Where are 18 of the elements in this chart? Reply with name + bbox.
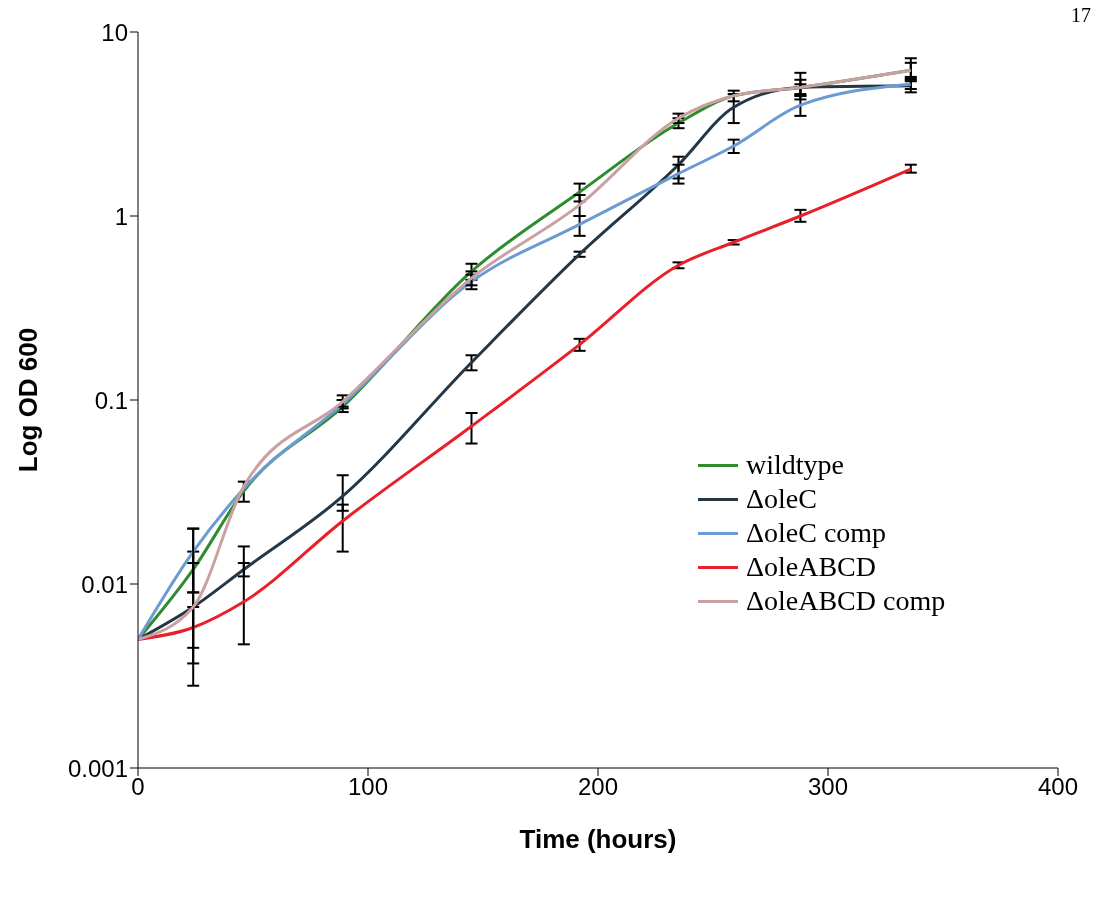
y-tick-label: 0.001: [67, 754, 128, 782]
x-tick-label: 200: [577, 773, 619, 801]
legend-label: wildtype: [746, 448, 844, 482]
legend-label: ΔoleC comp: [746, 516, 887, 550]
legend-label: ΔoleC: [746, 482, 817, 516]
y-tick-label: 0.01: [81, 570, 128, 598]
y-axis-title: Log OD 600: [13, 327, 44, 473]
x-tick-label: 100: [347, 773, 389, 801]
y-tick-label: 10: [101, 18, 128, 46]
x-tick-label: 400: [1037, 773, 1079, 801]
y-tick-label: 0.1: [94, 386, 128, 414]
text: 17: [1071, 4, 1091, 27]
legend-label: ΔoleABCD: [746, 550, 877, 584]
x-axis-title: Time (hours): [519, 824, 677, 854]
x-tick-label: 300: [807, 773, 849, 801]
legend-label: ΔoleABCD comp: [746, 584, 946, 618]
x-tick-label: 0: [131, 773, 145, 801]
y-tick-label: 1: [114, 202, 128, 230]
